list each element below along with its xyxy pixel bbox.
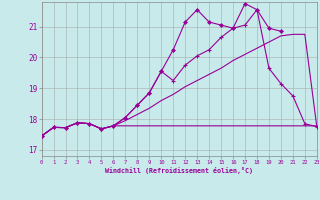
X-axis label: Windchill (Refroidissement éolien,°C): Windchill (Refroidissement éolien,°C): [105, 167, 253, 174]
